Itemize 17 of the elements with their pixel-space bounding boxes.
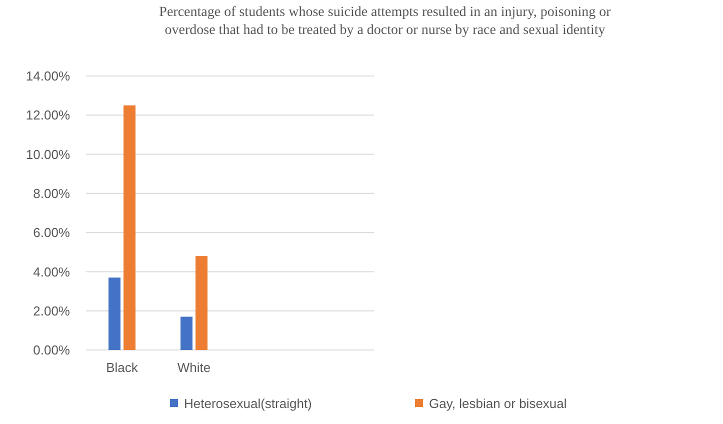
y-tick-label: 4.00% — [33, 264, 70, 280]
y-tick-label: 12.00% — [26, 108, 70, 123]
y-tick-label: 10.00% — [26, 146, 70, 162]
legend-label: Gay, lesbian or bisexual — [429, 396, 567, 411]
bar — [124, 105, 136, 350]
y-tick-label: 6.00% — [33, 225, 70, 240]
chart-title: Percentage of students whose suicide attempts resulted in an injury, poisoning or overdose that had to be treated by a doctor or nurse by race and sexual identity — [159, 5, 612, 38]
bar — [180, 316, 192, 350]
bar — [196, 256, 208, 350]
y-tick-label: 8.00% — [33, 186, 70, 201]
bar — [108, 278, 120, 350]
legend-label: Heterosexual(straight) — [184, 396, 312, 411]
y-tick-label: 14.00% — [26, 68, 70, 84]
y-tick-label: 2.00% — [33, 303, 70, 318]
x-tick-label: White — [177, 360, 211, 375]
x-tick-label: Black — [106, 360, 138, 375]
y-tick-label: 0.00% — [33, 342, 70, 358]
